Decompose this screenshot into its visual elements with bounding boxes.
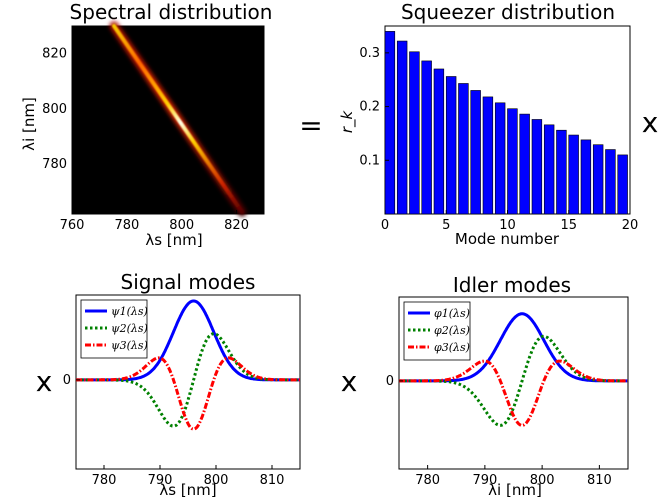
squeezer-y-tick-label: 0.1 — [359, 153, 380, 168]
squeezer-bar — [556, 129, 567, 215]
spectral-ridge — [112, 24, 244, 214]
signal-x-ticks: 780 790 800 810 — [92, 465, 285, 488]
squeezer-x-ticks: 0 5 10 15 20 — [381, 210, 638, 233]
squeezer-y-ticks: 0.1 0.2 0.3 — [359, 46, 389, 168]
squeezer-bar — [458, 83, 469, 215]
signal-curves — [76, 299, 300, 431]
spectral-x-tick-label: 800 — [169, 218, 194, 233]
squeezer-bar — [384, 31, 396, 215]
idler-y-tick-label: 0 — [386, 374, 394, 389]
signal-title: Signal modes — [121, 270, 256, 294]
squeezer-bar — [396, 40, 408, 215]
squeezer-bar — [421, 60, 432, 215]
spectral-x-tick-label: 820 — [224, 218, 249, 233]
signal-x-tick-label: 780 — [92, 473, 117, 488]
squeezer-y-tick-label: 0.3 — [359, 46, 380, 61]
squeezer-title: Squeezer distribution — [401, 0, 615, 24]
signal-series-3 — [76, 356, 300, 431]
spectral-title: Spectral distribution — [70, 0, 273, 24]
spectral-ylabel: λi [nm] — [20, 97, 38, 151]
squeezer-bar — [531, 119, 543, 215]
signal-x-tick-label: 810 — [260, 473, 285, 488]
squeezer-bar — [519, 113, 530, 215]
signal-legend-label: ψ1(λs) — [111, 305, 148, 318]
equals-sign: = — [299, 109, 322, 142]
squeezer-bar — [445, 76, 457, 215]
signal-x-tick-label: 790 — [148, 473, 173, 488]
spectral-y-tick-label: 780 — [42, 157, 67, 172]
squeezer-x-tick-label: 10 — [499, 218, 516, 233]
squeezer-bar — [617, 154, 628, 215]
squeezer-bar — [580, 139, 592, 215]
idler-legend-label: φ1(λs) — [434, 307, 470, 320]
idler-title: Idler modes — [453, 273, 571, 297]
squeezer-x-tick-label: 20 — [622, 218, 639, 233]
spectral-y-ticks: 780 800 820 — [42, 47, 76, 172]
signal-panel: Signal modes 780 790 800 810 0 ψ1(λs) ψ2(λs)… — [63, 270, 301, 499]
idler-series-3 — [399, 359, 628, 427]
signal-legend-label: ψ3(λs) — [111, 339, 148, 352]
idler-legend-label: φ3(λs) — [434, 341, 470, 354]
idler-curves — [399, 312, 628, 427]
idler-xlabel: λi [nm] — [488, 481, 542, 499]
squeezer-bar — [543, 124, 555, 215]
spectral-y-tick-label: 800 — [42, 102, 67, 117]
idler-legend: φ1(λs) φ2(λs) φ3(λs) — [403, 301, 471, 361]
squeezer-x-tick-label: 15 — [560, 218, 577, 233]
idler-x-tick-label: 780 — [415, 473, 440, 488]
idler-x-ticks: 780 790 800 810 — [415, 465, 612, 488]
squeezer-bars — [384, 31, 628, 215]
squeezer-x-tick-label: 0 — [381, 218, 389, 233]
spectral-plot-area — [71, 25, 265, 215]
squeezer-xlabel: Mode number — [455, 230, 560, 248]
spectral-x-ticks: 760 780 800 820 — [60, 210, 249, 233]
idler-panel: Idler modes 780 790 800 810 0 φ1(λs)φ2(λs)φ… — [386, 273, 629, 499]
spectral-x-tick-label: 760 — [60, 218, 85, 233]
signal-legend-label: ψ2(λs) — [111, 322, 148, 335]
squeezer-bar — [568, 134, 579, 215]
idler-x-tick-label: 810 — [587, 473, 612, 488]
squeezer-panel: Squeezer distribution 0 5 10 15 20 0.1 0.2 0.3… — [338, 0, 638, 248]
spectral-x-tick-label: 780 — [114, 218, 139, 233]
idler-y-ticks: 0 — [386, 374, 403, 389]
spectral-xlabel: λs [nm] — [145, 231, 202, 249]
squeezer-y-tick-label: 0.2 — [359, 100, 380, 115]
times-sign-2: x — [36, 365, 53, 398]
squeezer-bar — [592, 144, 604, 215]
signal-y-tick-label: 0 — [63, 373, 71, 388]
times-sign-3: x — [341, 365, 358, 398]
squeezer-bar — [482, 96, 494, 215]
squeezer-bar — [605, 149, 616, 215]
squeezer-bar — [409, 51, 420, 215]
squeezer-bar — [433, 68, 445, 215]
spectral-panel: Spectral distribution 760 780 800 820 780 80… — [20, 0, 272, 249]
spectral-y-tick-label: 820 — [42, 47, 67, 62]
signal-y-ticks: 0 — [63, 373, 80, 388]
idler-x-tick-label: 800 — [530, 473, 555, 488]
squeezer-bar — [494, 102, 506, 215]
squeezer-bar — [470, 90, 481, 215]
signal-xlabel: λs [nm] — [159, 481, 216, 499]
signal-x-tick-label: 800 — [204, 473, 229, 488]
signal-legend: ψ1(λs) ψ2(λs) ψ3(λs) — [80, 299, 148, 359]
idler-x-tick-label: 790 — [472, 473, 497, 488]
times-sign-1: x — [642, 106, 659, 139]
squeezer-x-tick-label: 5 — [442, 218, 450, 233]
squeezer-bar — [507, 108, 518, 215]
squeezer-ylabel: r_k — [338, 110, 357, 134]
idler-legend-label: φ2(λs) — [434, 324, 470, 337]
